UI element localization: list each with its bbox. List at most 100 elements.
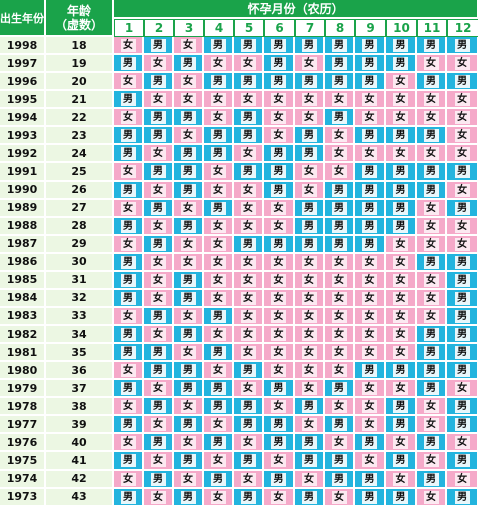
gender-cell: 女 bbox=[204, 289, 234, 308]
gender-label: 男 bbox=[150, 400, 166, 414]
age-cell: 26 bbox=[46, 181, 114, 200]
gender-label: 男 bbox=[393, 165, 408, 179]
gender-cell: 男 bbox=[234, 398, 264, 417]
month-header-1: 1 bbox=[114, 19, 144, 37]
gender-label: 女 bbox=[331, 490, 347, 504]
month-header-11: 11 bbox=[417, 19, 447, 37]
gender-label: 男 bbox=[454, 291, 470, 305]
gender-cell: 女 bbox=[295, 181, 325, 200]
gender-cell: 女 bbox=[417, 488, 447, 507]
gender-label: 男 bbox=[423, 165, 439, 179]
gender-label: 女 bbox=[120, 472, 136, 486]
gender-cell: 女 bbox=[144, 488, 174, 507]
gender-cell: 男 bbox=[447, 362, 478, 381]
gender-cell: 男 bbox=[355, 470, 386, 489]
gender-label: 女 bbox=[454, 183, 470, 197]
table-row: 1977 39 男女男女男男女男女男女男 bbox=[0, 416, 478, 435]
gender-label: 男 bbox=[454, 418, 470, 432]
gender-label: 男 bbox=[120, 273, 136, 287]
gender-cell: 女 bbox=[325, 271, 355, 290]
birth-year-cell: 1975 bbox=[0, 452, 46, 471]
gender-cell: 男 bbox=[447, 344, 478, 363]
gender-label: 男 bbox=[271, 39, 286, 53]
gender-label: 男 bbox=[150, 111, 166, 125]
table-row: 1974 42 女男女男女男女男男女男女 bbox=[0, 470, 478, 489]
gender-label: 女 bbox=[301, 472, 317, 486]
gender-cell: 女 bbox=[114, 307, 144, 326]
gender-label: 女 bbox=[301, 57, 317, 71]
gender-cell: 女 bbox=[234, 55, 264, 74]
gender-label: 女 bbox=[423, 147, 439, 161]
gender-cell: 女 bbox=[204, 91, 234, 110]
birth-year-cell: 1973 bbox=[0, 488, 46, 507]
gender-cell: 女 bbox=[417, 398, 447, 417]
gender-label: 女 bbox=[240, 255, 256, 269]
gender-cell: 男 bbox=[114, 217, 144, 236]
birth-year-cell: 1974 bbox=[0, 470, 46, 489]
age-cell: 25 bbox=[46, 163, 114, 182]
gender-label: 男 bbox=[362, 490, 377, 504]
gender-cell: 女 bbox=[234, 289, 264, 308]
gender-label: 女 bbox=[120, 237, 136, 251]
gender-cell: 男 bbox=[355, 217, 386, 236]
age-cell: 23 bbox=[46, 127, 114, 146]
gender-label: 女 bbox=[150, 490, 166, 504]
birth-year-cell: 1989 bbox=[0, 199, 46, 218]
age-cell: 18 bbox=[46, 37, 114, 56]
gender-label: 男 bbox=[240, 237, 256, 251]
gender-label: 男 bbox=[150, 39, 166, 53]
gender-cell: 男 bbox=[114, 326, 144, 345]
gender-cell: 男 bbox=[417, 470, 447, 489]
gender-label: 女 bbox=[301, 328, 317, 342]
gender-label: 女 bbox=[362, 346, 377, 360]
birth-year-cell: 1991 bbox=[0, 163, 46, 182]
gender-cell: 女 bbox=[355, 253, 386, 272]
gender-cell: 男 bbox=[447, 37, 478, 56]
age-cell: 32 bbox=[46, 289, 114, 308]
gender-cell: 男 bbox=[355, 127, 386, 146]
gender-label: 女 bbox=[120, 364, 136, 378]
gender-cell: 男 bbox=[204, 145, 234, 164]
gender-cell: 男 bbox=[386, 181, 417, 200]
age-cell: 20 bbox=[46, 73, 114, 92]
age-cell: 28 bbox=[46, 217, 114, 236]
gender-cell: 男 bbox=[386, 452, 417, 471]
gender-label: 男 bbox=[301, 454, 317, 468]
gender-cell: 男 bbox=[264, 434, 295, 453]
gender-label: 女 bbox=[120, 201, 136, 215]
gender-label: 男 bbox=[362, 364, 377, 378]
gender-label: 女 bbox=[271, 309, 286, 323]
gender-label: 女 bbox=[271, 328, 286, 342]
gender-cell: 男 bbox=[144, 362, 174, 381]
gender-label: 男 bbox=[180, 183, 196, 197]
gender-label: 女 bbox=[180, 75, 196, 89]
gender-label: 女 bbox=[180, 346, 196, 360]
gender-label: 男 bbox=[331, 418, 347, 432]
age-cell: 19 bbox=[46, 55, 114, 74]
table-row: 1981 35 男男女男女女女女女女男男 bbox=[0, 344, 478, 363]
gender-cell: 男 bbox=[447, 199, 478, 218]
gender-cell: 女 bbox=[174, 344, 204, 363]
gender-label: 女 bbox=[454, 436, 470, 450]
gender-label: 男 bbox=[210, 400, 226, 414]
gender-cell: 男 bbox=[204, 398, 234, 417]
gender-cell: 男 bbox=[417, 163, 447, 182]
gender-cell: 女 bbox=[144, 289, 174, 308]
month-header-12: 12 bbox=[447, 19, 478, 37]
gender-cell: 女 bbox=[295, 307, 325, 326]
gender-label: 女 bbox=[393, 436, 408, 450]
gender-label: 男 bbox=[120, 490, 136, 504]
gender-label: 女 bbox=[271, 400, 286, 414]
gender-cell: 男 bbox=[234, 163, 264, 182]
gender-label: 男 bbox=[180, 418, 196, 432]
gender-cell: 男 bbox=[234, 488, 264, 507]
age-cell: 40 bbox=[46, 434, 114, 453]
gender-label: 女 bbox=[423, 57, 439, 71]
gender-cell: 女 bbox=[417, 307, 447, 326]
table-row: 1991 25 女男男女男男女女男男男男 bbox=[0, 163, 478, 182]
gender-label: 男 bbox=[210, 39, 226, 53]
gender-cell: 男 bbox=[144, 344, 174, 363]
gender-cell: 女 bbox=[386, 253, 417, 272]
gender-label: 女 bbox=[454, 93, 470, 107]
table-row: 1988 28 男女男女女女男男男男女女 bbox=[0, 217, 478, 236]
